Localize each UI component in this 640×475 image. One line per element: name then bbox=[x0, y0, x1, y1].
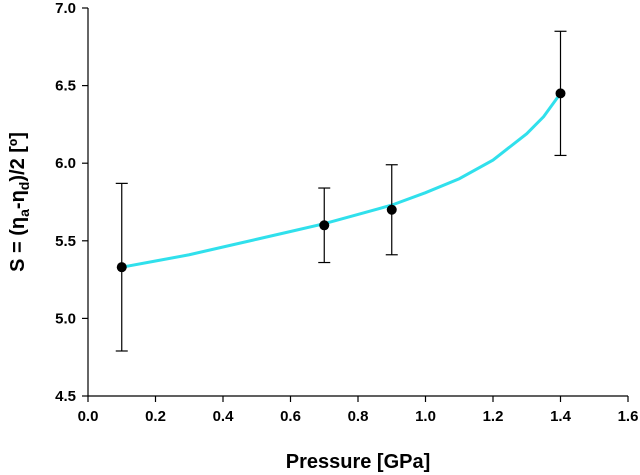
x-tick-label: 0.4 bbox=[213, 408, 235, 425]
axes bbox=[87, 8, 628, 397]
data-point bbox=[555, 88, 566, 99]
data-points-layer bbox=[116, 88, 566, 273]
x-tick-label: 0.0 bbox=[78, 408, 99, 425]
data-point bbox=[116, 262, 127, 273]
ticks: 0.0 0.2 0.4 0.6 0.8 1.0 1.2 1.4 1.6 4.5 5.0 5.5 6.0 6… bbox=[55, 0, 638, 425]
data-point bbox=[386, 204, 397, 215]
x-tick-label: 1.4 bbox=[550, 408, 572, 425]
y-title-subscript: a bbox=[16, 209, 32, 217]
x-tick-label: 1.0 bbox=[415, 408, 436, 425]
x-tick-label: 1.6 bbox=[618, 408, 639, 425]
y-title-subscript: d bbox=[16, 182, 32, 191]
data-point bbox=[319, 220, 330, 231]
error-bars-layer bbox=[115, 30, 567, 352]
y-tick-label: 7.0 bbox=[55, 0, 76, 17]
y-tick-label: 4.5 bbox=[55, 388, 76, 405]
y-tick-label: 6.5 bbox=[55, 78, 76, 95]
fit-curve bbox=[121, 92, 562, 269]
y-tick-label: 5.5 bbox=[55, 233, 76, 250]
x-tick-label: 1.2 bbox=[483, 408, 504, 425]
y-axis-title: S = (ηa-ηd)/2 [º] bbox=[7, 132, 32, 272]
x-tick-label: 0.6 bbox=[280, 408, 301, 425]
y-title-part: )/2 [º] bbox=[7, 132, 29, 182]
y-tick-label: 5.0 bbox=[55, 310, 76, 327]
x-tick-label: 0.2 bbox=[145, 408, 166, 425]
y-tick-label: 6.0 bbox=[55, 155, 76, 172]
x-tick-label: 0.8 bbox=[348, 408, 369, 425]
fit-curve-layer bbox=[121, 92, 562, 269]
x-axis-title: Pressure [GPa] bbox=[286, 451, 431, 473]
y-title-part: -η bbox=[7, 190, 29, 209]
y-title-part: S = (η bbox=[7, 217, 29, 272]
